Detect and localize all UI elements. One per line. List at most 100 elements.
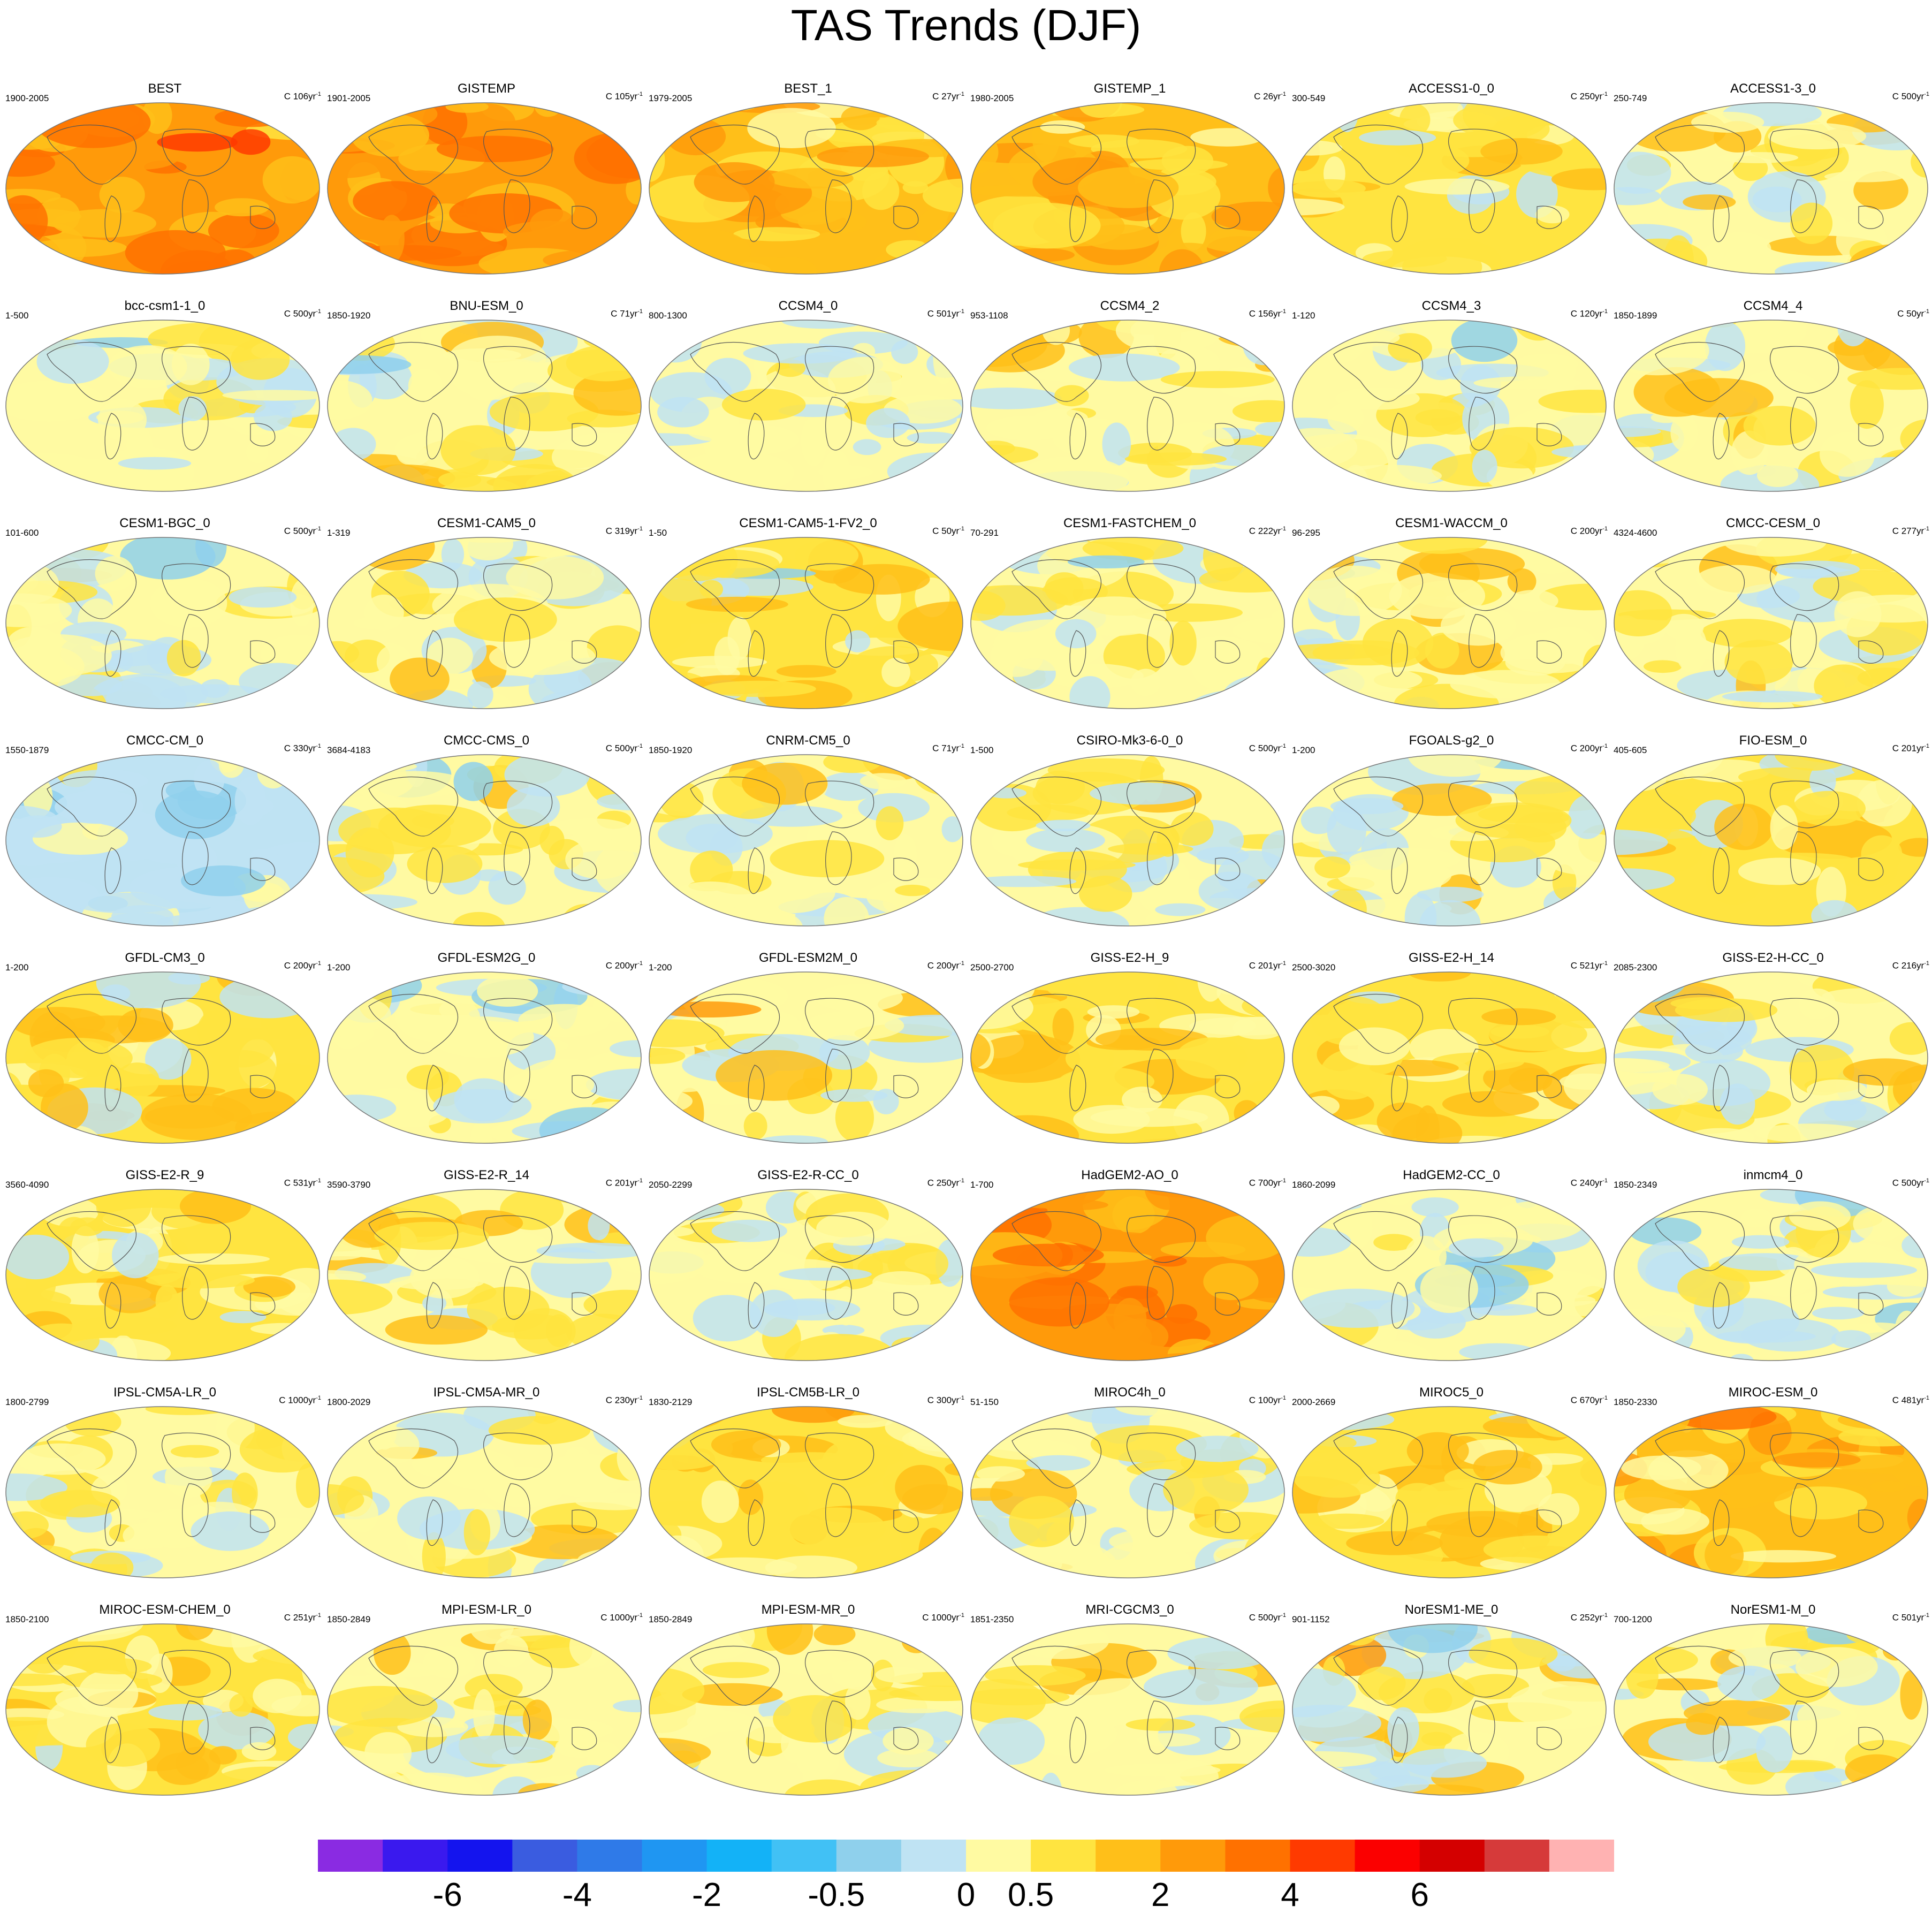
panel-scale-factor: C 521yr-1 <box>1570 960 1608 971</box>
colorbar-bin <box>706 1840 772 1872</box>
panel-title: BEST_1 <box>784 81 832 96</box>
coastline <box>1448 128 1518 177</box>
map-panel: CCSM4_2 953-1108 C 156yr-1 <box>969 299 1290 513</box>
panel-scale-factor: C 120yr-1 <box>1570 308 1608 319</box>
coastline <box>1537 640 1562 664</box>
trend-map <box>649 102 963 275</box>
coastline <box>1391 847 1408 894</box>
trend-map <box>327 1406 642 1578</box>
map-panel: BNU-ESM_0 1850-1920 C 71yr-1 <box>326 299 647 513</box>
coastline <box>572 423 597 446</box>
coastline <box>748 847 765 894</box>
colorbar-bin <box>1484 1840 1550 1872</box>
coastline <box>47 776 136 837</box>
map-panel: GISS-E2-R_14 3590-3790 C 201yr-1 <box>326 1168 647 1382</box>
coastline <box>104 195 121 242</box>
coastline <box>1448 1650 1518 1698</box>
coastline <box>1069 1065 1086 1112</box>
panel-scale-factor: C 106yr-1 <box>284 91 321 102</box>
colorbar-bin <box>1549 1840 1614 1872</box>
map-panel: CCSM4_4 1850-1899 C 50yr-1 <box>1612 299 1932 513</box>
map-border <box>5 102 320 275</box>
panel-scale-factor: C 252yr-1 <box>1570 1612 1608 1623</box>
panel-scale-factor: C 71yr-1 <box>611 308 643 319</box>
trend-map <box>1292 320 1607 492</box>
coastline <box>104 847 121 894</box>
panel-title: IPSL-CM5A-LR_0 <box>113 1385 217 1400</box>
coastline <box>1448 1432 1518 1480</box>
panel-period: 1-500 <box>970 745 994 755</box>
coastline <box>1448 780 1518 829</box>
coastline <box>804 1432 874 1480</box>
coastline <box>483 563 553 611</box>
coastline <box>1713 1716 1730 1764</box>
map-panel: MPI-ESM-MR_0 1850-2849 C 1000yr-1 <box>648 1602 969 1817</box>
map-panel: MIROC-ESM_0 1850-2330 C 481yr-1 <box>1612 1385 1932 1599</box>
trend-map <box>1614 320 1928 492</box>
panel-title: CSIRO-Mk3-6-0_0 <box>1076 733 1183 748</box>
panel-scale-factor: C 200yr-1 <box>284 960 321 971</box>
map-border <box>1292 102 1607 275</box>
coastline <box>1391 630 1408 677</box>
coastline <box>1011 776 1101 837</box>
panel-period: 901-1152 <box>1292 1614 1330 1624</box>
coastline <box>483 1432 553 1480</box>
panel-title: BNU-ESM_0 <box>450 299 523 313</box>
trend-map <box>1614 754 1928 926</box>
map-border <box>5 1189 320 1361</box>
coastline <box>104 1499 121 1546</box>
coastline <box>1215 1727 1241 1750</box>
panel-title: GFDL-ESM2M_0 <box>758 951 858 965</box>
panel-period: 3590-3790 <box>327 1180 371 1190</box>
coastline <box>1448 563 1518 611</box>
coastline <box>1333 1428 1423 1488</box>
coastline <box>368 559 458 619</box>
map-panel: ACCESS1-0_0 300-549 C 250yr-1 <box>1291 81 1612 295</box>
coastline <box>1469 397 1495 451</box>
map-border <box>649 971 963 1144</box>
coastline <box>825 179 852 233</box>
coastline <box>1655 1428 1745 1488</box>
panel-scale-factor: C 1000yr-1 <box>600 1612 643 1623</box>
coastline <box>804 1650 874 1698</box>
coastline <box>47 559 136 619</box>
coastline <box>1126 1650 1196 1698</box>
panel-title: HadGEM2-AO_0 <box>1081 1168 1178 1182</box>
coastline <box>483 128 553 177</box>
map-panel: NorESM1-ME_0 901-1152 C 252yr-1 <box>1291 1602 1612 1817</box>
trend-map <box>970 1189 1285 1361</box>
coastline <box>47 341 136 402</box>
panel-scale-factor: C 531yr-1 <box>284 1178 321 1188</box>
map-border <box>649 102 963 275</box>
map-border <box>1292 537 1607 709</box>
map-border <box>5 971 320 1144</box>
coastline <box>1448 998 1518 1046</box>
trend-map <box>5 537 320 709</box>
colorbar-bin <box>447 1840 513 1872</box>
trend-map <box>649 537 963 709</box>
map-border <box>327 754 642 926</box>
panel-title: GISS-E2-H_14 <box>1408 951 1495 965</box>
coastline <box>1448 346 1518 394</box>
panel-scale-factor: C 201yr-1 <box>605 1178 643 1188</box>
coastline <box>1537 1509 1562 1533</box>
coastline <box>748 195 765 242</box>
trend-map <box>1292 1189 1607 1361</box>
panel-scale-factor: C 201yr-1 <box>1892 743 1929 754</box>
panel-title: MRI-CGCM3_0 <box>1085 1602 1174 1617</box>
coastline <box>1391 1065 1408 1112</box>
coastline <box>1011 1428 1101 1488</box>
coastline <box>1147 1700 1174 1754</box>
trend-map <box>1292 102 1607 275</box>
colorbar-bin <box>1225 1840 1290 1872</box>
trend-map <box>327 1623 642 1796</box>
colorbar-bin <box>642 1840 708 1872</box>
trend-map <box>5 1623 320 1796</box>
coastline <box>1537 206 1562 229</box>
coastline <box>1769 1432 1839 1480</box>
panel-title: CESM1-CAM5-1-FV2_0 <box>739 516 877 530</box>
panel-period: 4324-4600 <box>1614 528 1657 538</box>
coastline <box>1126 1432 1196 1480</box>
map-border <box>5 1623 320 1796</box>
map-panel: GFDL-ESM2G_0 1-200 C 200yr-1 <box>326 951 647 1165</box>
